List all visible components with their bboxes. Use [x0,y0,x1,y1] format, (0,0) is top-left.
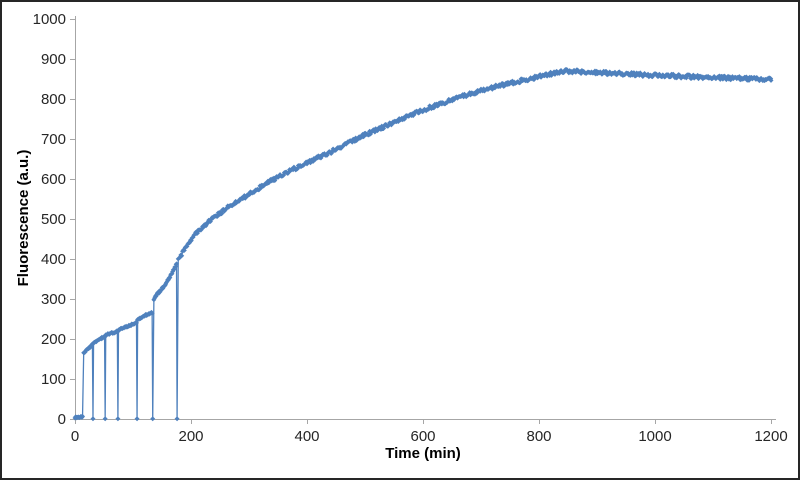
axes [70,16,776,424]
y-tick-label: 800 [41,91,66,108]
y-tick-label: 200 [41,331,66,348]
y-tick-label: 100 [41,371,66,388]
series-line [74,68,772,420]
data-series [72,66,774,422]
x-tick-label: 600 [410,428,435,445]
tick-labels: 0 100 200 300 400 500 600 700 800 900 1000 0 200 400 6… [33,11,788,445]
y-axis-title: Fluorescence (a.u.) [15,150,32,287]
x-axis-title: Time (min) [385,445,461,462]
y-tick-label: 900 [41,51,66,68]
y-tick-label: 0 [58,411,66,428]
y-tick-label: 500 [41,211,66,228]
x-tick-label: 1200 [754,428,787,445]
x-tick-label: 400 [294,428,319,445]
x-tick-label: 200 [178,428,203,445]
y-tick-label: 600 [41,171,66,188]
x-tick-label: 800 [526,428,551,445]
x-tick-label: 0 [71,428,79,445]
y-tick-label: 700 [41,131,66,148]
y-tick-label: 300 [41,291,66,308]
y-tick-label: 400 [41,251,66,268]
x-tick-label: 1000 [638,428,671,445]
y-tick-label: 1000 [33,11,66,28]
